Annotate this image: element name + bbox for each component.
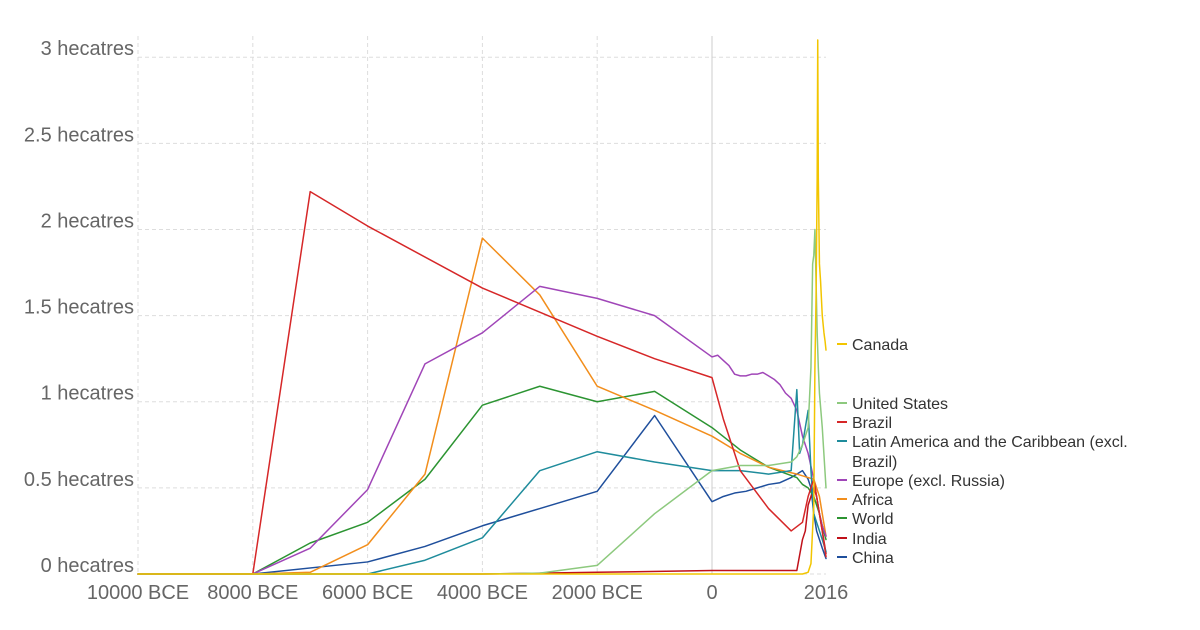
y-tick-label: 1 hecatres — [41, 383, 134, 405]
x-tick-label: 8000 BCE — [207, 582, 298, 604]
x-tick-label: 10000 BCE — [87, 582, 189, 604]
x-tick-label: 6000 BCE — [322, 582, 413, 604]
x-tick-label: 0 — [706, 582, 717, 604]
x-tick-label: 2016 — [804, 582, 849, 604]
x-tick-label: 2000 BCE — [552, 582, 643, 604]
series-line-africa — [137, 237, 827, 575]
legend-item: India — [837, 531, 887, 548]
legend-item: Brazil — [837, 415, 892, 432]
x-tick-label: 4000 BCE — [437, 582, 528, 604]
y-axis-ticks: 0 hecatres 0.5 hecatres 1 hecatres 1.5 heca… — [24, 38, 134, 577]
series-line-brazil — [137, 190, 827, 575]
legend-item: World — [837, 511, 894, 528]
series-line-latin-america-and-the-caribbean-excl-brazil — [137, 388, 827, 575]
x-axis-ticks: 10000 BCE 8000 BCE 6000 BCE 4000 BCE 2000 BC… — [87, 582, 848, 604]
grid — [137, 36, 826, 575]
legend-label: China — [852, 550, 894, 567]
legend-label: India — [852, 531, 887, 548]
legend: Canada United States Brazil Latin America a… — [837, 337, 1128, 567]
series-lines — [137, 39, 827, 575]
legend-label: Latin America and the Caribbean (excl. — [852, 434, 1128, 451]
legend-label: Africa — [852, 492, 893, 509]
legend-item: United States — [837, 396, 948, 413]
legend-label: Brazil — [852, 415, 892, 432]
legend-label: Canada — [852, 337, 908, 354]
legend-item: Africa — [837, 492, 893, 509]
legend-item: Canada — [837, 337, 908, 354]
legend-label: World — [852, 511, 894, 528]
y-tick-label: 0 hecatres — [41, 555, 134, 577]
y-tick-label: 2 hecatres — [41, 210, 134, 232]
legend-item: China — [837, 550, 894, 567]
legend-item: Europe (excl. Russia) — [837, 473, 1005, 490]
legend-label: United States — [852, 396, 948, 413]
series-line-europe-excl-russia — [137, 285, 827, 575]
y-tick-label: 3 hecatres — [41, 38, 134, 60]
series-line-canada — [137, 39, 827, 575]
y-tick-label: 0.5 hecatres — [24, 469, 134, 491]
legend-label: Europe (excl. Russia) — [852, 473, 1005, 490]
y-tick-label: 1.5 hecatres — [24, 297, 134, 319]
legend-label: Brazil) — [852, 454, 897, 471]
legend-item: Latin America and the Caribbean (excl. Br… — [837, 434, 1128, 471]
y-tick-label: 2.5 hecatres — [24, 124, 134, 146]
